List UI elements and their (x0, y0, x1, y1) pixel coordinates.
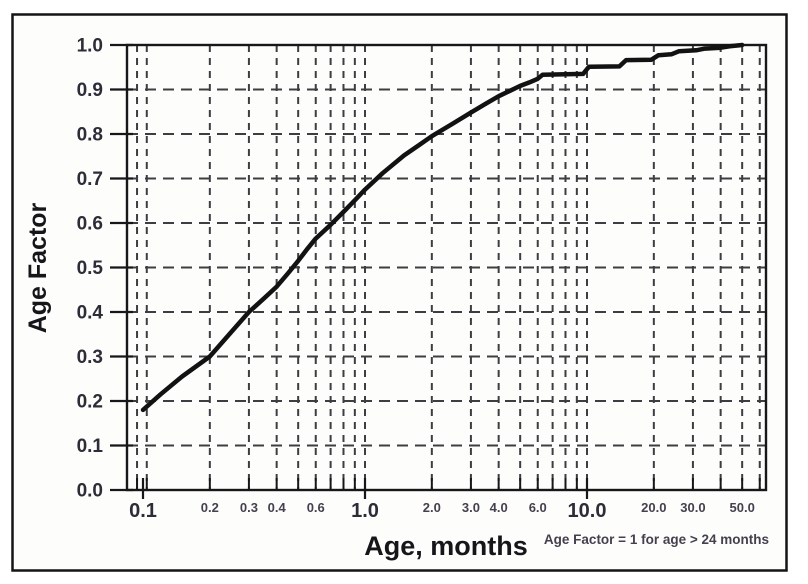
x-tick-label-minor: 50.0 (730, 500, 755, 515)
gridline-layer (127, 45, 766, 490)
tick-label-layer: 1.0 0.9 0.8 0.7 0.6 0.5 0.4 0.3 0.2 0.1 0.0 0.1 1.0 1… (77, 36, 755, 523)
x-tick-label-minor: 4.0 (490, 500, 508, 515)
x-tick-label-major: 0.1 (129, 500, 157, 522)
y-tick-label: 0.2 (77, 392, 103, 413)
x-tick-label-minor: 0.2 (201, 500, 219, 515)
tick-layer (110, 43, 761, 499)
y-tick-label: 1.0 (77, 36, 103, 57)
x-tick-label-minor: 2.0 (423, 500, 441, 515)
y-tick-label: 0.0 (77, 481, 103, 502)
x-tick-label-minor: 0.6 (307, 500, 325, 515)
y-axis-title: Age Factor (24, 202, 52, 333)
x-tick-label-minor: 0.3 (240, 500, 258, 515)
x-axis-title: Age, months (364, 531, 528, 561)
y-tick-label: 0.1 (77, 436, 104, 457)
figure-frame (11, 13, 788, 572)
x-tick-label-minor: 20.0 (641, 500, 666, 515)
y-tick-label: 0.9 (77, 80, 103, 101)
x-tick-label-minor: 0.4 (268, 500, 287, 515)
y-tick-label: 0.7 (77, 169, 103, 190)
age-factor-note: Age Factor = 1 for age > 24 months (544, 532, 769, 547)
curve-layer (140, 42, 745, 413)
x-tick-label-minor: 3.0 (462, 500, 480, 515)
y-tick-label: 0.5 (77, 258, 104, 279)
y-tick-label: 0.8 (77, 125, 103, 146)
y-tick-label: 0.6 (77, 214, 103, 235)
x-tick-label-major: 10.0 (568, 500, 607, 522)
x-tick-label-minor: 30.0 (680, 500, 705, 515)
x-tick-label-minor: 6.0 (529, 500, 547, 515)
age-factor-curve (140, 42, 745, 413)
y-tick-label: 0.4 (77, 303, 104, 324)
x-tick-label-major: 1.0 (351, 500, 379, 522)
y-tick-label: 0.3 (77, 347, 103, 368)
